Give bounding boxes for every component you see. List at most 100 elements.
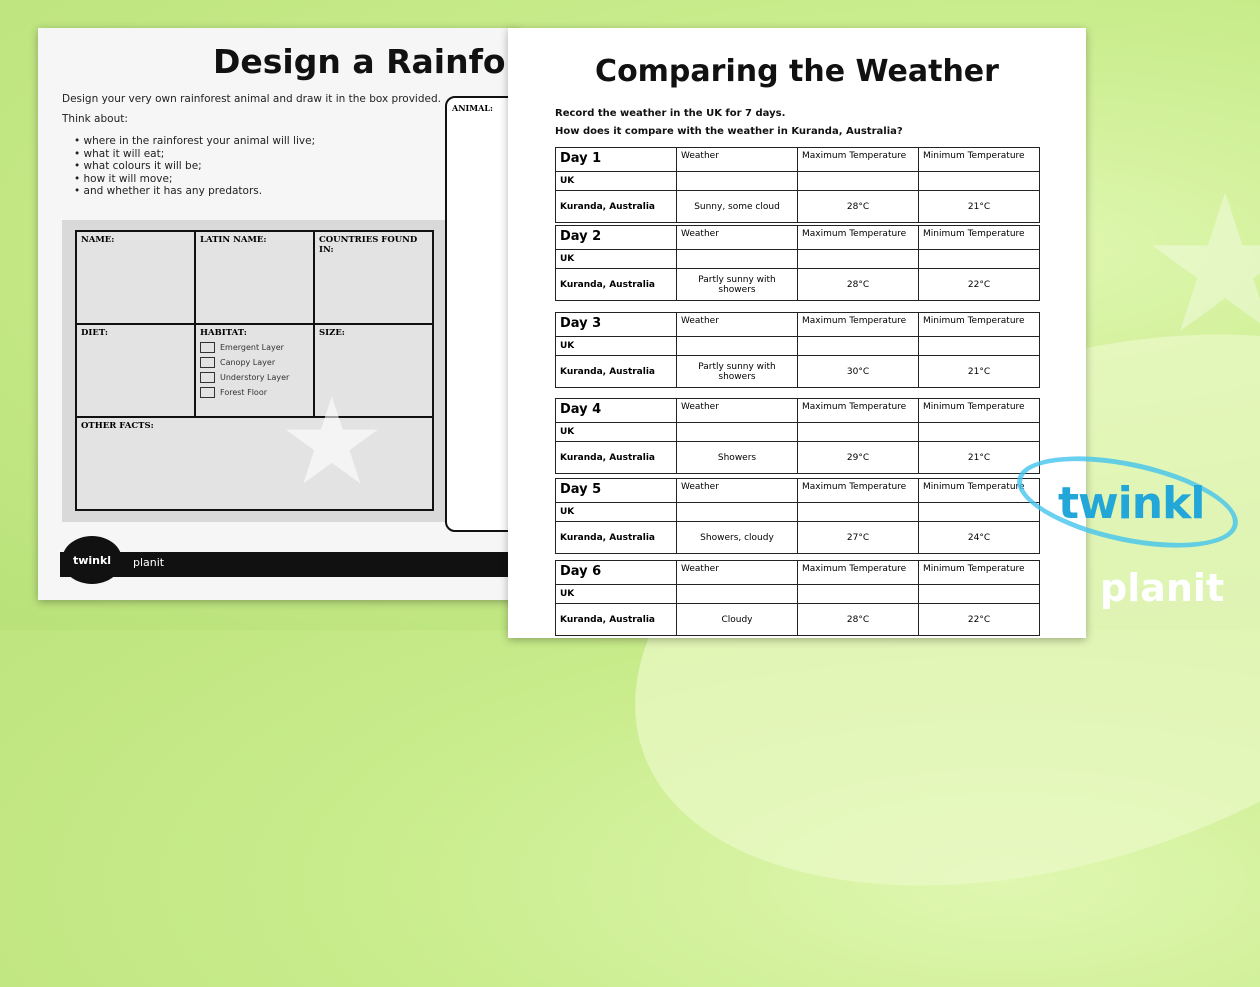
kuranda-max: 29°C [797, 441, 919, 474]
bullet-list: where in the rainforest your animal will… [74, 135, 441, 198]
bullet: and whether it has any predators. [74, 185, 441, 198]
day-label: Day 4 [555, 398, 677, 423]
weather-header: Weather [676, 560, 798, 585]
min-header: Minimum Temperature [918, 312, 1040, 337]
uk-label: UK [555, 502, 677, 522]
uk-weather-cell[interactable] [676, 249, 798, 269]
kuranda-weather: Showers, cloudy [676, 521, 798, 554]
intro-line: How does it compare with the weather in … [555, 126, 903, 137]
day-table: Day 4 Weather Maximum Temperature Minimu… [555, 398, 1040, 474]
worksheet-title: Comparing the Weather [595, 54, 999, 89]
footer-bar [60, 552, 518, 577]
other-facts-field: OTHER FACTS: [75, 416, 434, 511]
kuranda-weather: Showers [676, 441, 798, 474]
max-header: Maximum Temperature [797, 398, 919, 423]
kuranda-label: Kuranda, Australia [555, 603, 677, 636]
uk-max-cell[interactable] [797, 171, 919, 191]
uk-label: UK [555, 336, 677, 356]
max-header: Maximum Temperature [797, 312, 919, 337]
weather-header: Weather [676, 147, 798, 172]
weather-header: Weather [676, 312, 798, 337]
min-header: Minimum Temperature [918, 560, 1040, 585]
instructions: Design your very own rainforest animal a… [62, 92, 441, 198]
uk-max-cell[interactable] [797, 249, 919, 269]
worksheet-title: Design a Rainfore [213, 42, 545, 81]
latin-name-field: LATIN NAME: [194, 230, 315, 325]
planit-logo: planit [1100, 566, 1225, 610]
habitat-checkbox: Emergent Layer [200, 342, 309, 353]
min-header: Minimum Temperature [918, 478, 1040, 503]
min-header: Minimum Temperature [918, 147, 1040, 172]
kuranda-label: Kuranda, Australia [555, 441, 677, 474]
uk-weather-cell[interactable] [676, 336, 798, 356]
uk-max-cell[interactable] [797, 422, 919, 442]
max-header: Maximum Temperature [797, 560, 919, 585]
habitat-checkbox: Forest Floor [200, 387, 309, 398]
diet-field: DIET: [75, 323, 196, 418]
twinkl-logo: twinkl [62, 536, 122, 584]
rainforest-worksheet: Design a Rainfore Design your very own r… [38, 28, 544, 600]
kuranda-label: Kuranda, Australia [555, 521, 677, 554]
habitat-checkbox: Understory Layer [200, 372, 309, 383]
day-label: Day 3 [555, 312, 677, 337]
countries-field: COUNTRIES FOUND IN: [313, 230, 434, 325]
uk-label: UK [555, 171, 677, 191]
day-label: Day 6 [555, 560, 677, 585]
footer-planit: planit [133, 556, 165, 569]
twinkl-logo: twinkl [1058, 478, 1205, 529]
weather-worksheet: Comparing the Weather Record the weather… [508, 28, 1086, 638]
uk-weather-cell[interactable] [676, 422, 798, 442]
uk-max-cell[interactable] [797, 584, 919, 604]
uk-max-cell[interactable] [797, 502, 919, 522]
day-table: Day 1 Weather Maximum Temperature Minimu… [555, 147, 1040, 223]
uk-min-cell[interactable] [918, 171, 1040, 191]
option-label: Forest Floor [220, 388, 267, 397]
size-field: SIZE: [313, 323, 434, 418]
uk-weather-cell[interactable] [676, 502, 798, 522]
uk-min-cell[interactable] [918, 249, 1040, 269]
uk-label: UK [555, 422, 677, 442]
day-table: Day 6 Weather Maximum Temperature Minimu… [555, 560, 1040, 636]
weather-header: Weather [676, 398, 798, 423]
uk-label: UK [555, 249, 677, 269]
weather-header: Weather [676, 225, 798, 250]
bullet: where in the rainforest your animal will… [74, 135, 441, 148]
name-field: NAME: [75, 230, 196, 325]
habitat-checkbox: Canopy Layer [200, 357, 309, 368]
option-label: Understory Layer [220, 373, 290, 382]
think-about: Think about: [62, 113, 128, 125]
weather-header: Weather [676, 478, 798, 503]
day-label: Day 1 [555, 147, 677, 172]
min-header: Minimum Temperature [918, 225, 1040, 250]
intro-text: Design your very own rainforest animal a… [62, 93, 441, 105]
kuranda-min: 21°C [918, 441, 1040, 474]
uk-weather-cell[interactable] [676, 171, 798, 191]
uk-min-cell[interactable] [918, 502, 1040, 522]
kuranda-min: 24°C [918, 521, 1040, 554]
uk-weather-cell[interactable] [676, 584, 798, 604]
max-header: Maximum Temperature [797, 147, 919, 172]
intro-line: Record the weather in the UK for 7 days. [555, 108, 786, 119]
bullet: how it will move; [74, 173, 441, 186]
kuranda-weather: Partly sunny with showers [676, 268, 798, 301]
kuranda-max: 28°C [797, 603, 919, 636]
habitat-field: HABITAT: Emergent Layer Canopy Layer Und… [194, 323, 315, 418]
min-header: Minimum Temperature [918, 398, 1040, 423]
star-icon: ★ [278, 373, 386, 512]
bullet: what colours it will be; [74, 160, 441, 173]
uk-max-cell[interactable] [797, 336, 919, 356]
day-table: Day 5 Weather Maximum Temperature Minimu… [555, 478, 1040, 554]
instructions: Record the weather in the UK for 7 days.… [555, 105, 903, 141]
uk-min-cell[interactable] [918, 584, 1040, 604]
uk-label: UK [555, 584, 677, 604]
option-label: Canopy Layer [220, 358, 276, 367]
star-icon: ★ [1140, 154, 1260, 375]
kuranda-label: Kuranda, Australia [555, 268, 677, 301]
kuranda-min: 21°C [918, 190, 1040, 223]
kuranda-weather: Sunny, some cloud [676, 190, 798, 223]
day-label: Day 2 [555, 225, 677, 250]
uk-min-cell[interactable] [918, 336, 1040, 356]
kuranda-min: 22°C [918, 268, 1040, 301]
kuranda-weather: Partly sunny with showers [676, 355, 798, 388]
uk-min-cell[interactable] [918, 422, 1040, 442]
